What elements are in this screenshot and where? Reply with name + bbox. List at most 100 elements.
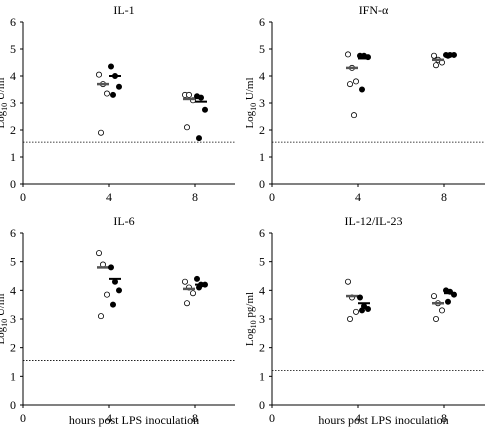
y-tick-label: 3 [259, 312, 265, 326]
y-tick-label: 5 [259, 42, 265, 56]
data-point-filled [108, 264, 115, 271]
y-tick-label: 4 [10, 283, 16, 297]
y-tick-label: 6 [10, 226, 16, 240]
data-point-open [98, 313, 105, 320]
x-tick-label: 0 [269, 411, 275, 425]
x-tick-label: 4 [106, 190, 112, 204]
y-axis-label: Log10 U/ml [0, 293, 9, 344]
data-point-open [352, 78, 359, 85]
x-tick-label: 0 [269, 190, 275, 204]
data-point-open [432, 62, 439, 69]
data-point-open [104, 90, 111, 97]
data-point-open [344, 51, 351, 58]
y-axis-label: Log10 U/ml [0, 77, 9, 128]
data-point-open [352, 308, 359, 315]
data-point-filled [116, 287, 123, 294]
data-point-open [96, 250, 103, 257]
y-tick-label: 2 [259, 123, 265, 137]
y-axis-label-base: Log [244, 110, 256, 128]
y-axis-label-subscript: 10 [0, 319, 9, 327]
y-tick-label: 6 [259, 15, 265, 29]
y-axis-label-unit: pg/ml [244, 292, 256, 320]
chart-title: IL-6 [113, 214, 134, 228]
data-point-filled [201, 106, 208, 113]
data-point-open [432, 315, 439, 322]
y-tick-label: 2 [10, 123, 16, 137]
data-point-open [430, 52, 437, 59]
data-point-open [98, 129, 105, 136]
y-tick-label: 5 [259, 255, 265, 269]
y-tick-label: 4 [259, 69, 265, 83]
chart-title: IFN-α [359, 3, 389, 17]
y-tick-label: 1 [10, 150, 16, 164]
y-tick-label: 4 [10, 69, 16, 83]
y-axis-label-base: Log [244, 328, 256, 346]
y-axis-label-subscript: 10 [249, 320, 258, 328]
data-point-filled [195, 284, 202, 291]
x-axis-label: hours post LPS inoculation [69, 413, 199, 427]
y-tick-label: 1 [259, 369, 265, 383]
y-tick-label: 0 [259, 177, 265, 191]
x-axis-label: hours post LPS inoculation [318, 413, 448, 427]
y-tick-label: 0 [10, 398, 16, 412]
chart-panel-4: 0 1 2 3 4 5 6 0 4 8 IL-12/IL-23 Log10 pg/ml hours po… [244, 214, 485, 427]
data-point-open [181, 278, 188, 285]
y-tick-label: 6 [259, 226, 265, 240]
y-tick-label: 3 [259, 96, 265, 110]
data-point-filled [358, 307, 365, 314]
data-point-open [346, 315, 353, 322]
y-tick-label: 0 [10, 177, 16, 191]
y-tick-label: 3 [10, 312, 16, 326]
chart-panel-1: 0 1 2 3 4 5 6 0 4 8 IL-1 Log10 U/ml [0, 3, 235, 204]
y-tick-label: 3 [10, 96, 16, 110]
y-tick-label: 0 [259, 398, 265, 412]
chart-title: IL-1 [113, 3, 134, 17]
y-axis-label-unit: U/ml [244, 77, 256, 102]
data-point-open [185, 91, 192, 98]
data-point-filled [358, 86, 365, 93]
data-point-open [189, 290, 196, 297]
y-axis-label-base: Log [0, 110, 7, 128]
y-tick-label: 4 [259, 283, 265, 297]
x-tick-label: 8 [441, 190, 447, 204]
y-axis-label-base: Log [0, 326, 7, 344]
x-tick-label: 8 [192, 190, 198, 204]
y-tick-label: 2 [10, 341, 16, 355]
data-point-filled [193, 275, 200, 282]
data-point-filled [116, 83, 123, 90]
y-tick-label: 1 [10, 369, 16, 383]
data-point-filled [195, 135, 202, 142]
x-tick-label: 4 [355, 411, 361, 425]
y-axis-label: Log10 pg/ml [244, 292, 258, 346]
chart-title: IL-12/IL-23 [345, 214, 403, 228]
data-point-open [438, 307, 445, 314]
data-point-open [350, 112, 357, 119]
data-point-filled [197, 94, 204, 101]
data-point-filled [356, 294, 363, 301]
data-point-filled [112, 278, 119, 285]
data-point-open [104, 291, 111, 298]
x-tick-label: 0 [20, 411, 26, 425]
chart-panel-2: 0 1 2 3 4 5 6 0 4 8 IFN-α Log10 U/ml [244, 3, 485, 204]
x-tick-label: 8 [192, 411, 198, 425]
data-point-filled [110, 91, 117, 98]
data-point-open [96, 71, 103, 78]
y-tick-label: 5 [10, 42, 16, 56]
y-axis-label-unit: U/ml [0, 293, 7, 318]
data-point-filled [364, 305, 371, 312]
y-tick-label: 6 [10, 15, 16, 29]
data-point-open [430, 293, 437, 300]
y-axis-label: Log10 U/ml [244, 77, 258, 128]
x-tick-label: 4 [355, 190, 361, 204]
y-tick-label: 2 [259, 341, 265, 355]
data-point-filled [444, 298, 451, 305]
x-tick-label: 0 [20, 190, 26, 204]
x-tick-label: 8 [441, 411, 447, 425]
y-axis-label-subscript: 10 [249, 103, 258, 111]
y-tick-label: 1 [259, 150, 265, 164]
data-point-filled [110, 301, 117, 308]
data-point-open [183, 124, 190, 131]
data-point-open [346, 81, 353, 88]
y-tick-label: 5 [10, 255, 16, 269]
